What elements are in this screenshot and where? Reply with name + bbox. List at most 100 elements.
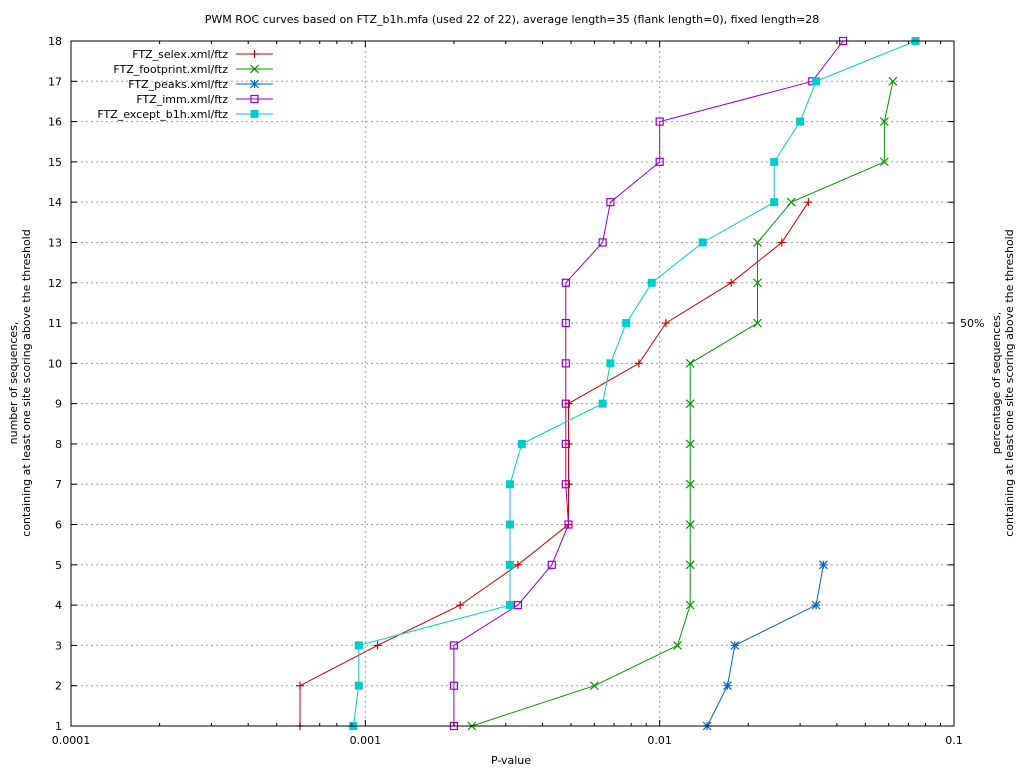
data-point [804,198,813,207]
data-point [786,197,796,207]
marker-stroke [818,560,828,570]
data-point [513,560,522,569]
plot-frame [70,40,955,727]
marker-shape [598,399,607,408]
y-tick-label: 2 [55,680,62,693]
data-point [753,318,762,328]
marker-shape [505,601,514,610]
y-tick-label: 3 [55,639,62,652]
marker-shape [449,681,459,690]
data-point [647,278,656,287]
series-1 [296,198,813,730]
data-point [354,641,363,650]
legend-item-5: FTZ_except_b1h.xml/ftz [97,108,273,121]
marker-stroke [685,439,695,449]
data-point [513,601,523,610]
y2-axis-label-line-2: containing at least one site scoring abo… [1003,229,1016,536]
marker-shape [250,110,259,118]
legend-item-3: FTZ_peaks.xml/ftz [128,78,273,91]
legend-item-2: FTZ_footprint.xml/ftz [113,63,273,76]
data-point [777,238,786,247]
data-point [449,641,459,650]
marker-stroke [685,520,695,529]
marker-shape [606,198,615,207]
data-point [598,238,607,247]
data-point [888,76,898,86]
data-point [685,520,695,529]
data-point [685,600,695,610]
data-point [517,439,526,448]
marker-stroke [888,76,898,86]
data-point [622,319,631,328]
x-tick-label: 0.001 [350,734,382,747]
marker-stroke [685,600,695,610]
marker-shape [505,520,514,529]
y-tick-label: 16 [48,116,62,129]
y2-tick-label: 50% [960,317,984,330]
legend-marker [250,110,259,118]
y-tick-label: 15 [48,156,62,169]
data-point [730,640,740,650]
data-point [561,278,570,287]
y2-axis-label-line-1: percentage of sequences, [990,312,1003,454]
y-axis-label-line-1: number of sequences, [7,322,20,445]
marker-shape [796,117,805,126]
legend-marker [250,50,259,58]
legend-label: FTZ_footprint.xml/ftz [113,63,228,76]
y-tick-label: 13 [48,236,62,249]
y-tick-label: 1 [55,720,62,733]
data-point [505,480,514,489]
marker-shape [770,198,779,207]
data-point [589,681,599,691]
data-point [727,278,736,287]
y-axis-label-line-2: containing at least one site scoring abo… [20,229,33,536]
marker-shape [622,319,631,328]
x-tick-label: 0.01 [647,734,672,747]
marker-stroke [589,681,599,691]
marker-shape [561,399,570,408]
data-point [598,399,607,408]
legend-item-4: FTZ_imm.xml/ftz [136,93,273,106]
marker-shape [647,278,656,287]
y-tick-label: 6 [55,519,62,532]
data-point [296,681,305,690]
data-point [685,439,695,449]
data-point [505,520,514,529]
series-2 [467,76,898,731]
marker-shape [505,480,514,489]
series-line [299,201,809,726]
marker-shape [561,439,570,449]
y-tick-label: 9 [55,398,62,411]
legend-marker [250,79,259,89]
data-point [685,479,695,489]
y-tick-label: 12 [48,277,62,290]
marker-shape [698,238,707,247]
y-tick-label: 4 [55,599,62,612]
data-point [879,117,889,127]
data-point [698,238,707,247]
legend-label: FTZ_peaks.xml/ftz [128,78,228,91]
data-point [561,399,570,408]
data-point [753,278,762,288]
marker-stroke [723,681,732,691]
data-point [561,318,570,328]
data-point [812,77,821,86]
series-line [706,564,824,727]
grid-layer [71,41,954,726]
y-tick-label: 11 [48,317,62,330]
data-point [685,560,695,570]
series-line [352,40,916,727]
y-tick-label: 8 [55,438,62,451]
marker-shape [513,601,523,610]
marker-shape [564,520,573,529]
data-point [655,117,664,126]
series-layer [296,36,920,731]
marker-stroke [811,600,821,610]
data-point [673,640,682,650]
marker-stroke [685,479,695,489]
legend-label: FTZ_selex.xml/ftz [132,48,228,61]
data-point [561,359,570,368]
marker-stroke [685,358,695,368]
